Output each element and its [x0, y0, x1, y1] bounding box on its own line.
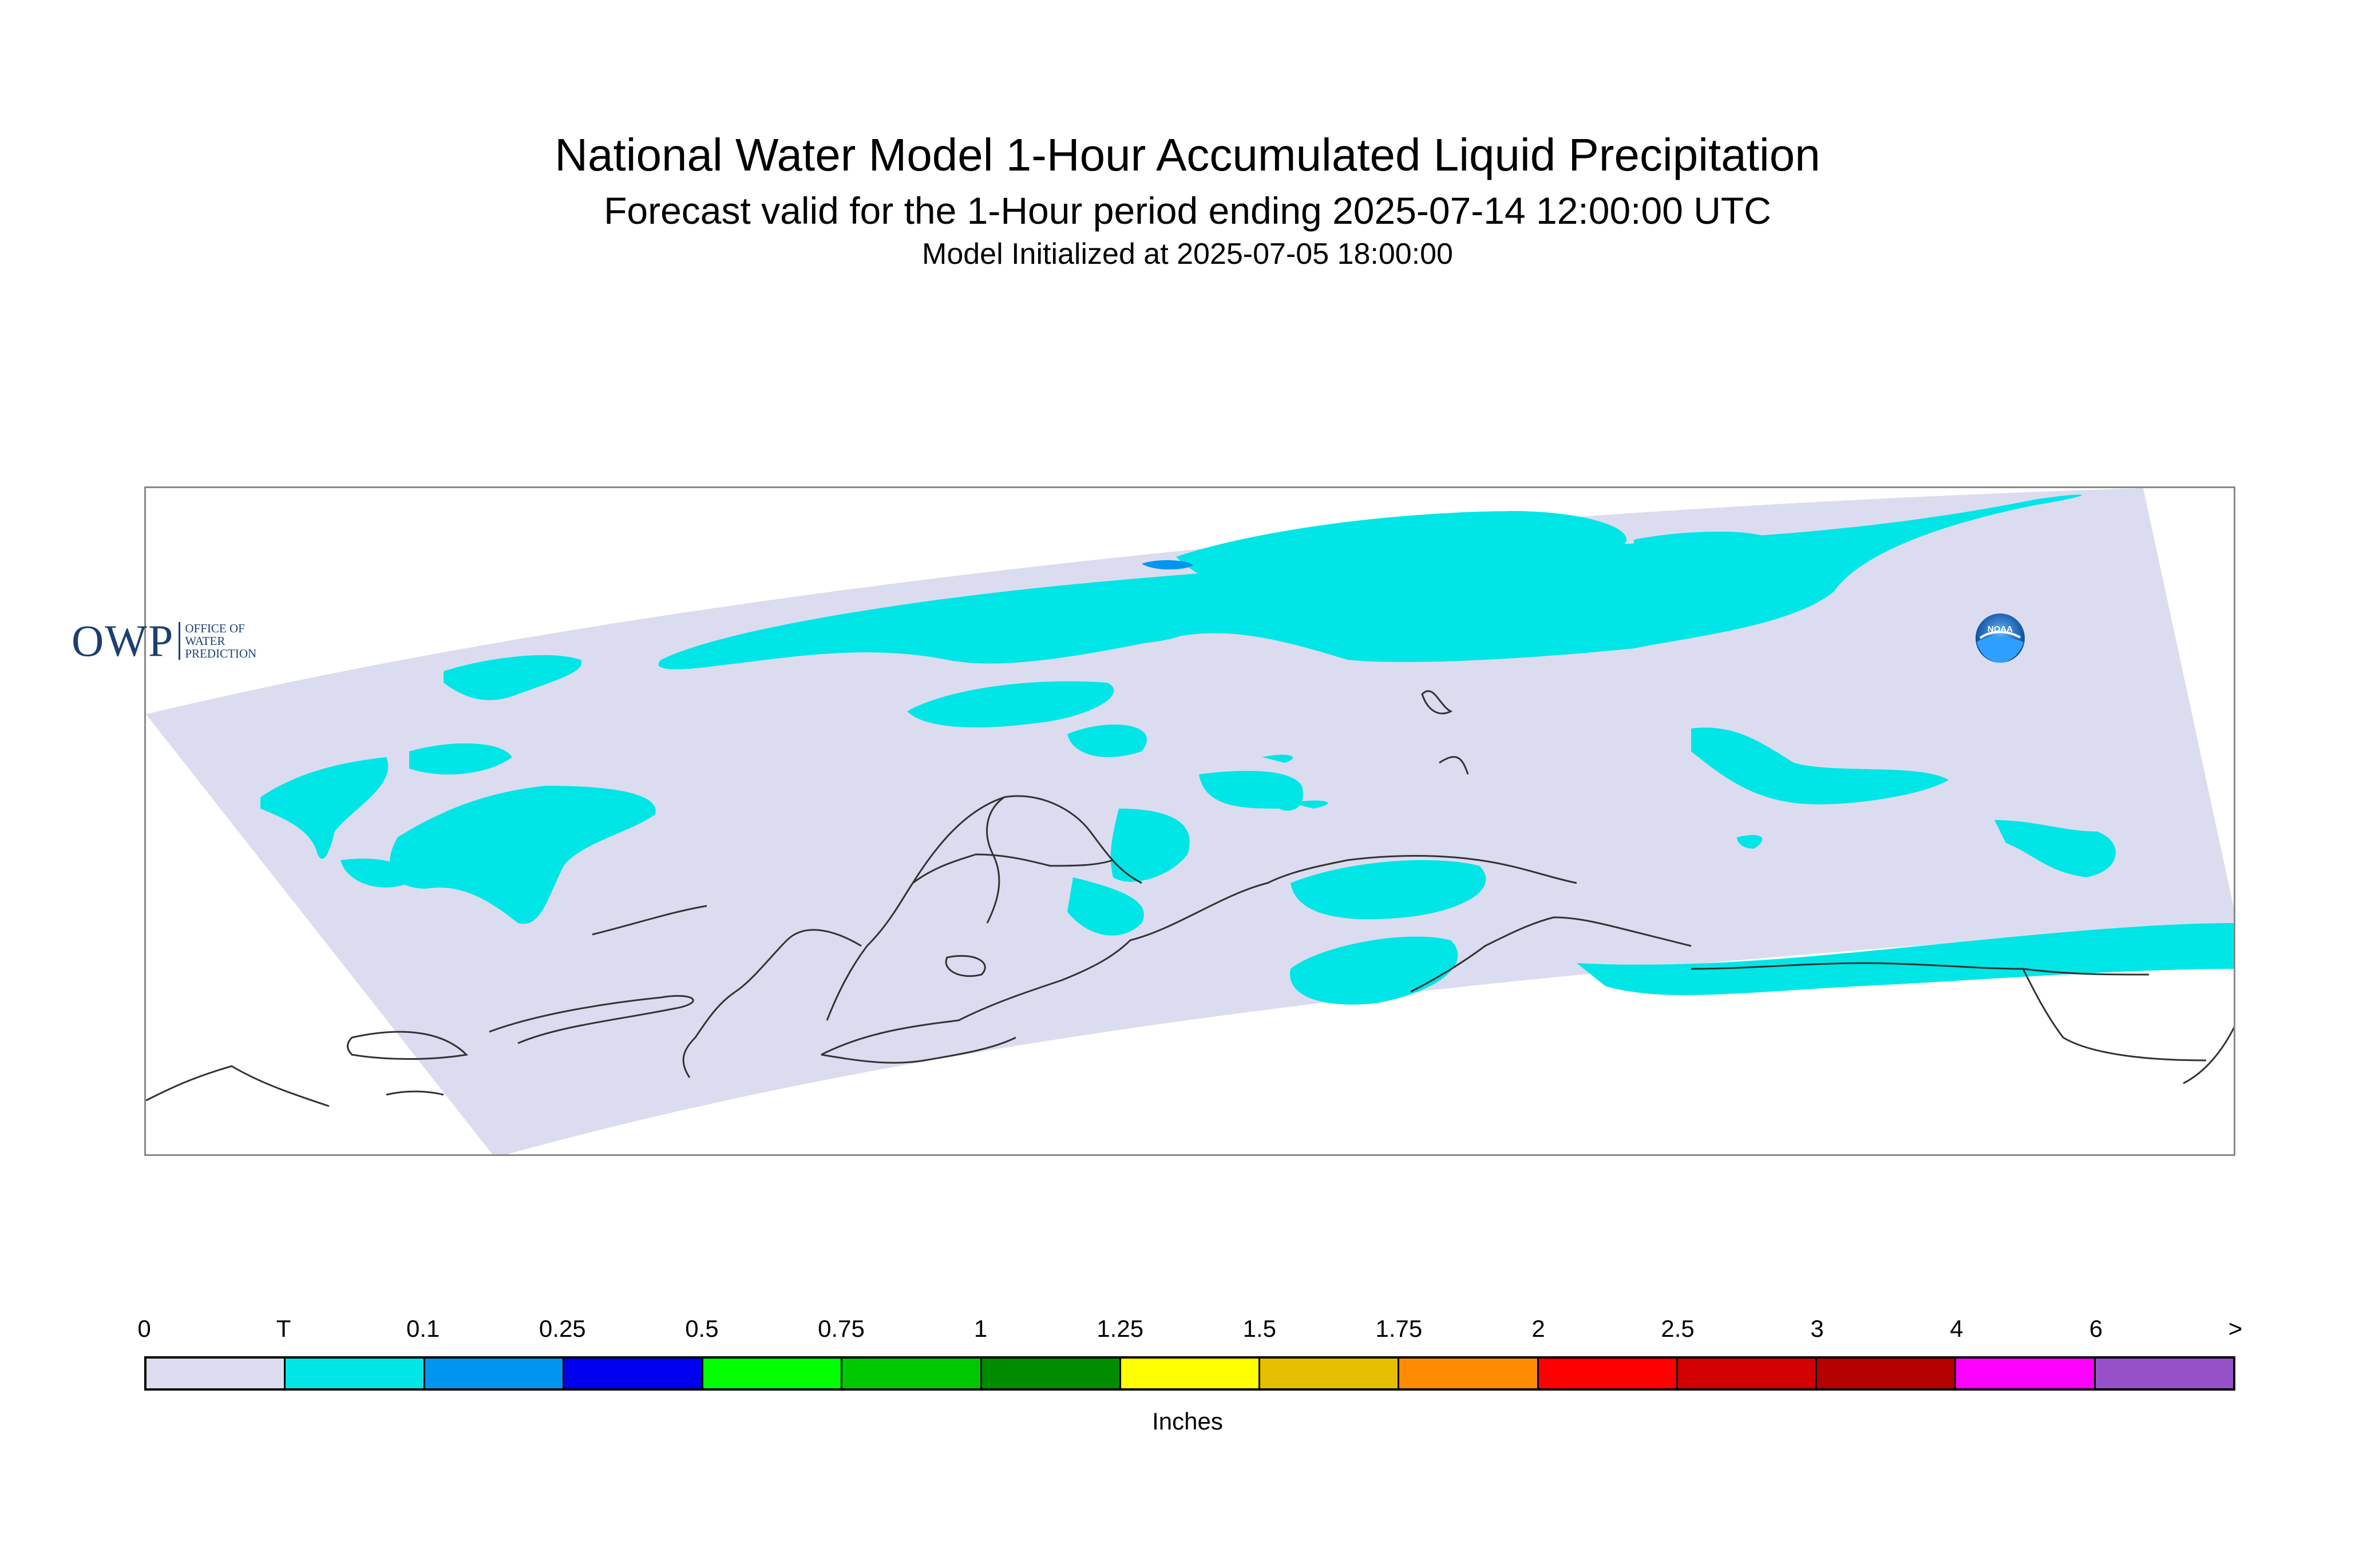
- coastline: [945, 955, 986, 977]
- map-canvas: [146, 488, 2234, 1154]
- legend-swatch: [1817, 1359, 1957, 1388]
- precip-area: [1994, 820, 2116, 877]
- precip-area: [1577, 923, 2234, 995]
- legend-swatch: [1677, 1359, 1818, 1388]
- coastline: [826, 853, 1114, 1021]
- coastline: [386, 1090, 444, 1096]
- legend-swatch: [425, 1359, 564, 1388]
- precip-area: [907, 681, 1114, 728]
- coastline: [2183, 1026, 2234, 1084]
- precip-area: [390, 786, 656, 924]
- precip-area: [1004, 592, 1216, 645]
- coastline: [735, 929, 862, 993]
- legend-units: Inches: [1152, 1408, 1223, 1435]
- legend-swatch: [147, 1359, 286, 1388]
- legend-tick-label: 6: [2089, 1315, 2103, 1342]
- coastline: [1691, 962, 2150, 976]
- noaa-logo-text: NOAA: [1988, 624, 2013, 634]
- precip-area: [260, 757, 389, 859]
- coastline: [986, 796, 1005, 924]
- coastline: [821, 855, 1577, 1056]
- precip-area: [409, 743, 512, 775]
- legend-tick-label: T: [276, 1315, 291, 1342]
- owp-logo: OWP OFFICE OF WATER PREDICTION: [72, 616, 256, 666]
- precip-area: [1262, 754, 1293, 763]
- init-time: Model Initialized at 2025-07-05 18:00:00: [922, 237, 1453, 271]
- noaa-logo: NOAA: [1976, 613, 2025, 663]
- legend-tick-label: 1.25: [1097, 1315, 1144, 1342]
- legend-tick-label: 2.5: [1661, 1315, 1695, 1342]
- precipitation-map: [144, 486, 2235, 1156]
- chart-title: National Water Model 1-Hour Accumulated …: [555, 129, 1820, 180]
- precip-area: [1691, 727, 1949, 805]
- precip-area: [1291, 860, 1486, 920]
- legend-tick-label: 0: [137, 1315, 151, 1342]
- precip-area: [1634, 532, 1777, 559]
- coastline: [146, 1065, 330, 1107]
- legend-tick-label: 2: [1531, 1315, 1545, 1342]
- owp-logo-line: PREDICTION: [185, 647, 257, 660]
- legend-swatch: [981, 1359, 1121, 1388]
- precip-area: [341, 858, 410, 888]
- legend-swatch: [286, 1359, 425, 1388]
- precip-area: [1291, 800, 1328, 809]
- precip-area: [444, 655, 582, 700]
- precip-area: [1067, 724, 1147, 757]
- legend-tick-label: 0.25: [539, 1315, 586, 1342]
- precip-areas: [260, 494, 2234, 1005]
- coastline: [347, 1031, 469, 1060]
- legend-swatch: [1260, 1359, 1400, 1388]
- legend-swatch: [1956, 1359, 2096, 1388]
- precip-area: [1176, 511, 1627, 595]
- owp-logo-subtext: OFFICE OF WATER PREDICTION: [185, 622, 256, 660]
- legend-swatch: [2095, 1359, 2233, 1388]
- coastline: [592, 905, 707, 936]
- owp-logo-line: WATER: [185, 634, 225, 648]
- coastline: [821, 1036, 1016, 1064]
- chart-subtitle: Forecast valid for the 1-Hour period end…: [604, 189, 1771, 232]
- precip-area: [1110, 809, 1190, 882]
- owp-logo-divider: [179, 622, 181, 660]
- coastline: [1439, 756, 1469, 775]
- owp-logo-line: OFFICE OF: [185, 621, 245, 635]
- owp-logo-text: OWP: [72, 616, 175, 666]
- legend-tick-label: 1.75: [1375, 1315, 1423, 1342]
- legend-swatch: [564, 1359, 704, 1388]
- coastline: [489, 995, 694, 1044]
- legend-swatch: [1121, 1359, 1261, 1388]
- coastline: [1421, 690, 1453, 715]
- legend-swatch: [1399, 1359, 1539, 1388]
- legend-tick-label: 0.5: [685, 1315, 719, 1342]
- coastline: [912, 795, 1142, 884]
- legend-tick-label: 3: [1810, 1315, 1824, 1342]
- coastline: [1410, 916, 1692, 993]
- legend-tick-label: 1.5: [1242, 1315, 1276, 1342]
- precip-area: [1199, 771, 1303, 811]
- coastline: [2022, 968, 2207, 1062]
- coastline: [682, 991, 736, 1078]
- legend-tick-label: 4: [1950, 1315, 1964, 1342]
- legend-swatch: [842, 1359, 982, 1388]
- legend-tick-label: 0.75: [818, 1315, 865, 1342]
- precip-area: [1290, 936, 1458, 1005]
- color-legend: [144, 1356, 2235, 1391]
- legend-tick-label: >: [2228, 1315, 2243, 1342]
- coastlines: [146, 690, 2234, 1107]
- legend-tick-label: 0.1: [406, 1315, 440, 1342]
- precip-area: [1737, 835, 1763, 849]
- legend-tick-label: 1: [973, 1315, 988, 1342]
- model-domain: [146, 488, 2234, 1154]
- precip-area: [1067, 877, 1144, 936]
- precip-area-heavy: [1142, 560, 1193, 570]
- legend-swatch: [1538, 1359, 1678, 1388]
- legend-swatch: [703, 1359, 843, 1388]
